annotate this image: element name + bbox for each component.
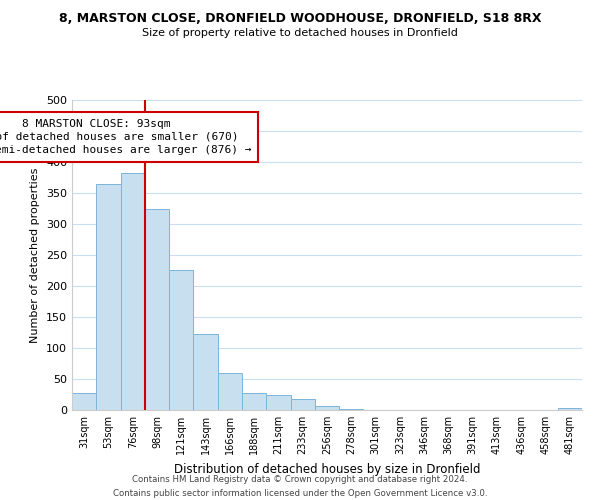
- Text: 8, MARSTON CLOSE, DRONFIELD WOODHOUSE, DRONFIELD, S18 8RX: 8, MARSTON CLOSE, DRONFIELD WOODHOUSE, D…: [59, 12, 541, 26]
- Bar: [145, 208, 169, 410]
- Y-axis label: Number of detached properties: Number of detached properties: [31, 168, 40, 342]
- Text: Size of property relative to detached houses in Dronfield: Size of property relative to detached ho…: [142, 28, 458, 38]
- X-axis label: Distribution of detached houses by size in Dronfield: Distribution of detached houses by size …: [174, 462, 480, 475]
- Bar: [72, 392, 96, 410]
- Bar: [218, 374, 242, 410]
- Bar: [266, 395, 290, 410]
- Bar: [315, 406, 339, 410]
- Bar: [193, 334, 218, 410]
- Text: Contains HM Land Registry data © Crown copyright and database right 2024.
Contai: Contains HM Land Registry data © Crown c…: [113, 476, 487, 498]
- Bar: [96, 184, 121, 410]
- Bar: [290, 399, 315, 410]
- Bar: [339, 409, 364, 410]
- Bar: [558, 408, 582, 410]
- Bar: [242, 392, 266, 410]
- Text: 8 MARSTON CLOSE: 93sqm
← 43% of detached houses are smaller (670)
56% of semi-de: 8 MARSTON CLOSE: 93sqm ← 43% of detached…: [0, 118, 251, 155]
- Bar: [121, 173, 145, 410]
- Bar: [169, 270, 193, 410]
